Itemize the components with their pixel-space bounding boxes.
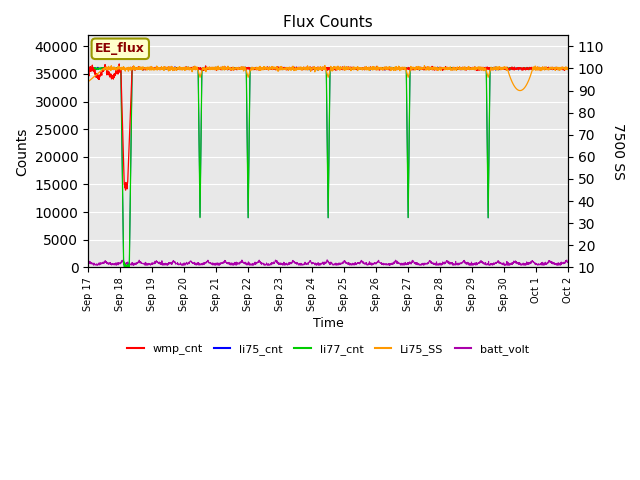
li77_cnt [420,64,428,70]
li75_cnt [357,65,365,71]
wmp_cnt [564,66,572,72]
li77_cnt [557,66,565,72]
li75_cnt [171,64,179,70]
wmp_cnt [115,61,123,67]
Li75_SS [499,66,507,72]
wmp_cnt [472,67,480,73]
X-axis label: Time: Time [313,317,344,330]
batt_volt [557,262,565,267]
Line: batt_volt: batt_volt [88,260,568,265]
li75_cnt [564,65,572,71]
Line: li75_cnt: li75_cnt [88,67,568,267]
li75_cnt [472,67,480,72]
wmp_cnt [500,66,508,72]
li75_cnt [132,65,140,71]
Line: Li75_SS: Li75_SS [88,65,568,91]
Li75_SS [321,62,329,68]
Line: li77_cnt: li77_cnt [88,67,568,267]
Li75_SS [472,65,480,71]
wmp_cnt [557,65,565,71]
wmp_cnt [357,65,365,71]
li77_cnt [472,66,480,72]
Li75_SS [557,66,565,72]
Y-axis label: Counts: Counts [15,127,29,176]
wmp_cnt [132,65,140,71]
li77_cnt [564,65,572,71]
batt_volt [472,261,480,267]
wmp_cnt [84,75,92,81]
Li75_SS [516,88,524,94]
li77_cnt [132,65,140,71]
Legend: wmp_cnt, li75_cnt, li77_cnt, Li75_SS, batt_volt: wmp_cnt, li75_cnt, li77_cnt, Li75_SS, ba… [122,339,534,359]
batt_volt [357,260,365,265]
li75_cnt [124,264,132,270]
wmp_cnt [122,187,129,193]
Li75_SS [236,66,243,72]
batt_volt [84,258,92,264]
batt_volt [500,261,508,266]
Li75_SS [132,65,140,71]
li77_cnt [84,65,92,71]
li75_cnt [500,66,508,72]
Li75_SS [564,66,572,72]
batt_volt [564,260,572,265]
Text: EE_flux: EE_flux [95,42,145,55]
Li75_SS [84,79,92,84]
batt_volt [236,261,243,267]
Title: Flux Counts: Flux Counts [283,15,373,30]
Y-axis label: 7500 SS: 7500 SS [611,123,625,180]
li75_cnt [84,65,92,71]
batt_volt [312,262,320,268]
li75_cnt [236,66,244,72]
batt_volt [323,257,331,263]
li77_cnt [500,65,508,71]
batt_volt [132,262,140,267]
li77_cnt [124,264,132,270]
li75_cnt [557,66,565,72]
Line: wmp_cnt: wmp_cnt [88,64,568,190]
Li75_SS [356,66,364,72]
li77_cnt [236,66,244,72]
wmp_cnt [236,65,244,71]
li77_cnt [356,66,364,72]
